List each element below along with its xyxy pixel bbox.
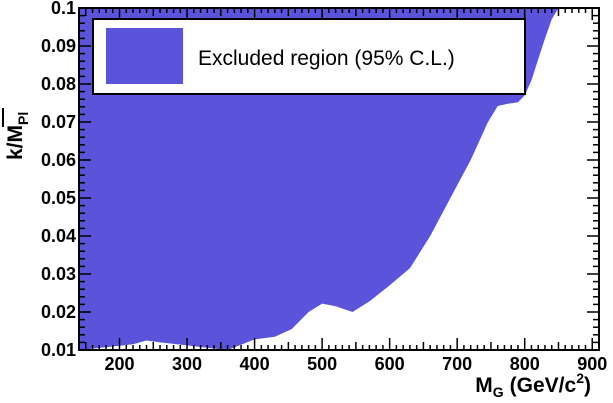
- x-axis-title-main: M: [475, 374, 493, 397]
- y-tick-label: 0.03: [41, 264, 76, 284]
- y-tick-label: 0.08: [41, 74, 76, 94]
- x-tick-label: 600: [375, 354, 405, 374]
- y-tick-label: 0.04: [41, 226, 76, 246]
- x-tick-label: 900: [577, 354, 607, 374]
- y-axis-title-bar: M: [4, 125, 27, 143]
- x-axis-title-sup: 2: [576, 370, 584, 386]
- legend-swatch: [106, 28, 183, 84]
- x-tick-label: 400: [240, 354, 270, 374]
- x-tick-label: 800: [510, 354, 540, 374]
- x-axis-title-sub: G: [493, 384, 504, 400]
- y-tick-labels: 0.01 0.02 0.03 0.04 0.05 0.06 0.07 0.08 0.09 0.1: [41, 0, 76, 360]
- y-tick-label: 0.05: [41, 188, 76, 208]
- x-tick-label: 700: [442, 354, 472, 374]
- y-tick-label: 0.02: [41, 302, 76, 322]
- y-tick-label: 0.01: [41, 340, 76, 360]
- y-tick-label: 0.06: [41, 150, 76, 170]
- x-axis-title-close: ): [584, 374, 591, 397]
- svg-text:k/MPl: k/MPl: [4, 112, 31, 160]
- y-tick-label: 0.1: [51, 0, 76, 18]
- x-tick-labels: 200 300 400 500 600 700 800 900: [104, 354, 607, 374]
- x-axis-title: MG (GeV/c2): [475, 370, 591, 400]
- y-tick-label: 0.07: [41, 112, 76, 132]
- y-axis-title-sub: Pl: [15, 112, 31, 125]
- legend-entry-label: Excluded region (95% C.L.): [198, 47, 455, 70]
- x-axis-title-units: (GeV/c: [510, 374, 577, 397]
- y-axis-title-main: k/: [4, 142, 27, 160]
- legend: Excluded region (95% C.L.): [92, 18, 526, 95]
- y-tick-label: 0.09: [41, 36, 76, 56]
- x-tick-label: 500: [307, 354, 337, 374]
- y-axis-title: k/MPl: [2, 108, 31, 160]
- x-tick-label: 300: [172, 354, 202, 374]
- x-tick-label: 200: [104, 354, 134, 374]
- plot-frame: [78, 7, 600, 351]
- plot-frame-border: [78, 7, 600, 351]
